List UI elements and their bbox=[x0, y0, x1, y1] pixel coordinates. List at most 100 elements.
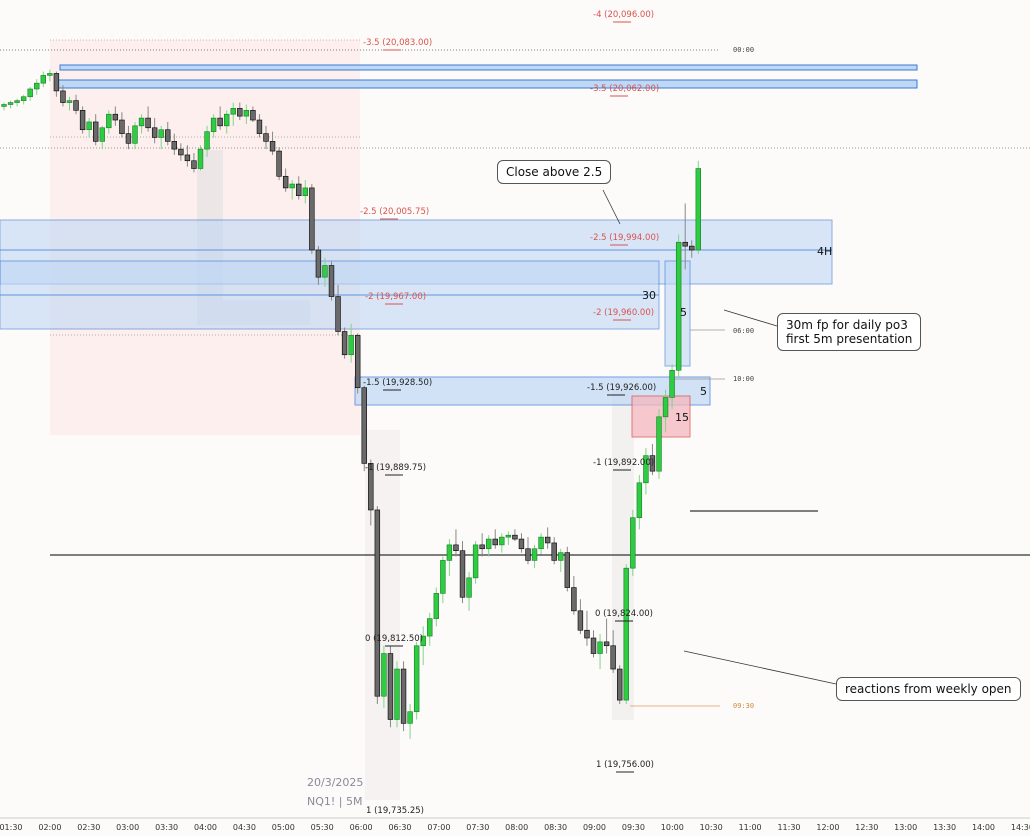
candle-down bbox=[335, 296, 341, 332]
x-tick-label: 10:30 bbox=[700, 823, 723, 832]
candle-up bbox=[381, 653, 387, 697]
candle-up bbox=[230, 108, 236, 115]
candle-down bbox=[191, 160, 197, 169]
candle-up bbox=[99, 127, 105, 142]
x-tick-label: 02:30 bbox=[77, 823, 100, 832]
callout-pointer bbox=[723, 309, 778, 327]
candle-up bbox=[656, 416, 662, 472]
x-tick-label: 12:30 bbox=[855, 823, 878, 832]
candle-up bbox=[427, 618, 433, 637]
candle-up bbox=[538, 536, 544, 550]
candle-down bbox=[571, 587, 577, 612]
candle-down bbox=[269, 141, 276, 152]
candle-down bbox=[400, 668, 407, 724]
candle-down bbox=[112, 113, 119, 121]
candle-up bbox=[623, 567, 629, 701]
candle-down bbox=[171, 141, 177, 150]
candle-down bbox=[374, 509, 381, 697]
candle-down bbox=[525, 548, 531, 561]
x-tick-label: 10:00 bbox=[661, 823, 684, 832]
candle-down bbox=[60, 90, 66, 103]
candle-down bbox=[551, 542, 557, 561]
x-tick-label: 04:00 bbox=[194, 823, 217, 832]
zone-label-5-upper: 5 bbox=[680, 306, 687, 319]
x-tick-label: 06:30 bbox=[388, 823, 411, 832]
candle-down bbox=[544, 536, 551, 544]
candle-down bbox=[315, 249, 322, 278]
x-tick-label: 01:30 bbox=[0, 823, 23, 832]
level-label: 0 (19,812.50) bbox=[365, 634, 423, 644]
x-tick-label: 11:30 bbox=[777, 823, 800, 832]
zone-label-15: 15 bbox=[675, 411, 689, 424]
candle-down bbox=[610, 645, 616, 670]
level-label: 1 (19,756.00) bbox=[596, 760, 654, 770]
candle-up bbox=[224, 113, 230, 127]
level-label: -4 (20,096.00) bbox=[593, 10, 654, 20]
candle-up bbox=[675, 241, 682, 371]
candle-down bbox=[361, 387, 367, 464]
x-tick-label: 07:30 bbox=[466, 823, 489, 832]
zone-label-5-lower: 5 bbox=[700, 385, 707, 398]
candle-up bbox=[322, 265, 328, 278]
candle-up bbox=[1, 104, 7, 107]
candle-up bbox=[210, 117, 217, 132]
x-tick-label: 04:30 bbox=[233, 823, 256, 832]
zone-top-thin bbox=[56, 79, 918, 89]
callout-pointer bbox=[683, 650, 837, 685]
candle-up bbox=[630, 517, 636, 569]
x-tick-label: 14:30 bbox=[1011, 823, 1030, 832]
candle-up bbox=[302, 187, 308, 196]
candle-down bbox=[178, 148, 184, 156]
candle-up bbox=[14, 100, 20, 103]
x-tick-label: 08:00 bbox=[505, 823, 528, 832]
candle-up bbox=[472, 544, 479, 579]
x-tick-label: 05:30 bbox=[311, 823, 334, 832]
level-label: -1 (19,892.00) bbox=[593, 458, 654, 468]
candle-up bbox=[66, 100, 73, 103]
chart-date: 20/3/2025 bbox=[307, 776, 364, 789]
levels-group: -4 (20,096.00) -3.5 (20,083.00) -3.5 (20,0… bbox=[360, 10, 659, 819]
candle-down bbox=[689, 245, 695, 251]
candle-up bbox=[158, 129, 164, 138]
x-tick-label: 11:00 bbox=[739, 823, 762, 832]
candle-up bbox=[597, 641, 603, 654]
candle-down bbox=[263, 133, 269, 142]
callout-close-above: Close above 2.5 bbox=[497, 160, 612, 184]
x-tick-label: 03:30 bbox=[155, 823, 178, 832]
candle-down bbox=[237, 108, 243, 117]
candle-down bbox=[79, 110, 86, 131]
candle-up bbox=[40, 75, 47, 84]
candle-down bbox=[125, 133, 132, 144]
zone-label-30: 30 bbox=[642, 289, 656, 302]
level-label: -3.5 (20,062.00) bbox=[590, 84, 659, 94]
level-label: 0 (19,824.00) bbox=[595, 609, 653, 619]
candle-up bbox=[27, 88, 33, 98]
level-label: -1.5 (19,926.00) bbox=[587, 383, 656, 393]
candle-down bbox=[479, 544, 485, 550]
candle-down bbox=[616, 668, 623, 701]
candle-down bbox=[256, 119, 263, 134]
candle-up bbox=[420, 635, 426, 647]
level-label: -3.5 (20,083.00) bbox=[363, 38, 432, 48]
candle-up bbox=[413, 645, 420, 713]
candle-down bbox=[296, 183, 302, 196]
candle-down bbox=[682, 241, 688, 247]
time-mark: 06:00 bbox=[733, 327, 754, 335]
candle-down bbox=[145, 117, 151, 129]
candle-up bbox=[485, 538, 492, 550]
x-tick-label: 08:30 bbox=[544, 823, 567, 832]
candle-down bbox=[151, 127, 158, 138]
candle-down bbox=[73, 100, 79, 111]
candle-down bbox=[217, 117, 223, 127]
candle-down bbox=[459, 550, 466, 598]
candle-up bbox=[106, 113, 112, 129]
x-tick-label: 05:00 bbox=[272, 823, 295, 832]
x-tick-label: 02:00 bbox=[38, 823, 61, 832]
candle-up bbox=[243, 110, 250, 117]
candle-up bbox=[204, 131, 210, 150]
candle-up bbox=[643, 455, 649, 484]
candle-down bbox=[282, 175, 289, 189]
candle-up bbox=[7, 102, 14, 105]
x-tick-label: 12:00 bbox=[816, 823, 839, 832]
x-tick-label: 09:30 bbox=[622, 823, 645, 832]
